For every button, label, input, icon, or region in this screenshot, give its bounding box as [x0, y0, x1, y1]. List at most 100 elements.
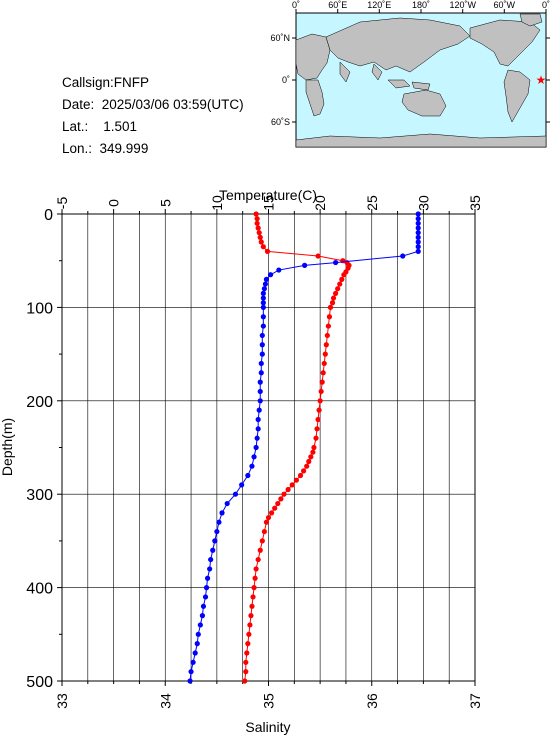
salinity-tick-label: 33 [54, 693, 70, 709]
map-lon-label: 0˚ [542, 0, 550, 10]
temperature-point [311, 444, 317, 451]
temperature-point [243, 669, 249, 675]
callsign: Callsign:FNFP [62, 75, 150, 90]
longitude: Lon.: 349.999 [62, 141, 149, 156]
temperature-point [335, 286, 341, 292]
temperature-tick-label: 30 [415, 195, 431, 211]
temperature-point [293, 477, 299, 483]
temperature-point [261, 528, 267, 535]
salinity-point [415, 234, 421, 240]
temperature-point [268, 510, 275, 516]
temperature-point [265, 514, 272, 521]
salinity-point [219, 510, 225, 516]
temperature-point [314, 426, 320, 432]
salinity-point [194, 641, 200, 647]
temperature-tick-label: 10 [209, 195, 225, 211]
temperature-point [330, 295, 337, 301]
salinity-point [260, 295, 266, 301]
map-lat-label: 0˚ [282, 75, 290, 85]
map-lon-label: 120˚E [367, 0, 391, 10]
salinity-point [214, 528, 220, 535]
map-lon-label: 60˚W [494, 0, 516, 10]
salinity-point [276, 267, 282, 273]
temperature-tick-label: -5 [54, 197, 70, 210]
salinity-point [216, 519, 222, 525]
salinity-point [257, 388, 263, 395]
salinity-point [258, 370, 264, 376]
salinity-point [260, 304, 266, 310]
salinity-point [188, 669, 194, 675]
temperature-point [255, 556, 261, 563]
temperature-tick-label: 15 [261, 195, 277, 211]
salinity-point [200, 603, 207, 609]
depth-tick-label: 0 [44, 207, 53, 224]
temperature-point [258, 239, 264, 245]
salinity-point [415, 225, 421, 231]
salinity-point [415, 244, 421, 250]
salinity-point [204, 575, 211, 581]
salinity-point [258, 360, 264, 367]
map-lon-label: 0˚ [292, 0, 300, 10]
salinity-point [257, 398, 263, 404]
temperature-point [248, 613, 254, 619]
temperature-point [316, 407, 322, 413]
temperature-point [341, 272, 347, 278]
temperature-point [249, 603, 255, 609]
temperature-point [289, 482, 295, 488]
salinity-tick-label: 35 [261, 693, 277, 709]
salinity-point [400, 253, 406, 259]
station-info: Callsign:FNFP Date: 2025/03/06 03:59(UTC… [62, 72, 244, 160]
temperature-point [243, 659, 249, 665]
temperature-point [285, 486, 291, 493]
temperature-point [318, 388, 324, 395]
salinity-point [255, 426, 261, 432]
temperature-point [315, 253, 321, 259]
temperature-point [246, 631, 252, 637]
temperature-point [245, 641, 251, 647]
salinity-point [262, 281, 269, 287]
salinity-point [202, 594, 209, 600]
temperature-tick-label: 25 [364, 195, 380, 211]
salinity-tick-label: 36 [364, 693, 380, 709]
salinity-point [197, 622, 203, 628]
temperature-point [254, 220, 260, 226]
temperature-point [247, 622, 253, 628]
date: Date: 2025/03/06 03:59(UTC) [62, 97, 244, 112]
salinity-point [212, 538, 218, 544]
salinity-point [251, 454, 257, 460]
salinity-point [192, 650, 198, 656]
salinity-point [199, 613, 206, 619]
temperature-point [320, 370, 326, 376]
temperature-tick-label: 0 [106, 199, 122, 207]
salinity-axis-label: Salinity [245, 719, 290, 735]
map-lat-label: 60˚N [270, 33, 290, 43]
map-lon-label: 180˚ [412, 0, 430, 10]
salinity-point [210, 547, 216, 553]
salinity-point [259, 342, 265, 348]
salinity-point [333, 259, 339, 266]
temperature-point [306, 458, 312, 465]
temperature-point [304, 463, 310, 469]
temperature-point [329, 300, 336, 306]
temperature-point [256, 230, 262, 236]
salinity-point [415, 239, 421, 245]
map-lon-labels: 0˚ 60˚E 120˚E 180˚ 120˚W 60˚W 0˚ [292, 0, 550, 10]
salinity-point [190, 659, 196, 665]
temperature-point [337, 281, 343, 287]
salinity-point [208, 556, 214, 563]
map-ticks [292, 9, 550, 123]
temperature-point [263, 519, 270, 525]
temperature-point [321, 360, 327, 367]
salinity-point [415, 216, 421, 222]
temperature-point [242, 678, 248, 684]
temperature-point [319, 379, 325, 385]
salinity-point [415, 248, 421, 254]
temperature-point [327, 304, 334, 310]
temperature-point [297, 472, 304, 479]
salinity-point [415, 230, 421, 236]
depth-tick-label: 200 [26, 394, 53, 411]
salinity-point [259, 351, 265, 357]
temperature-point [257, 547, 263, 553]
salinity-point [260, 300, 266, 306]
